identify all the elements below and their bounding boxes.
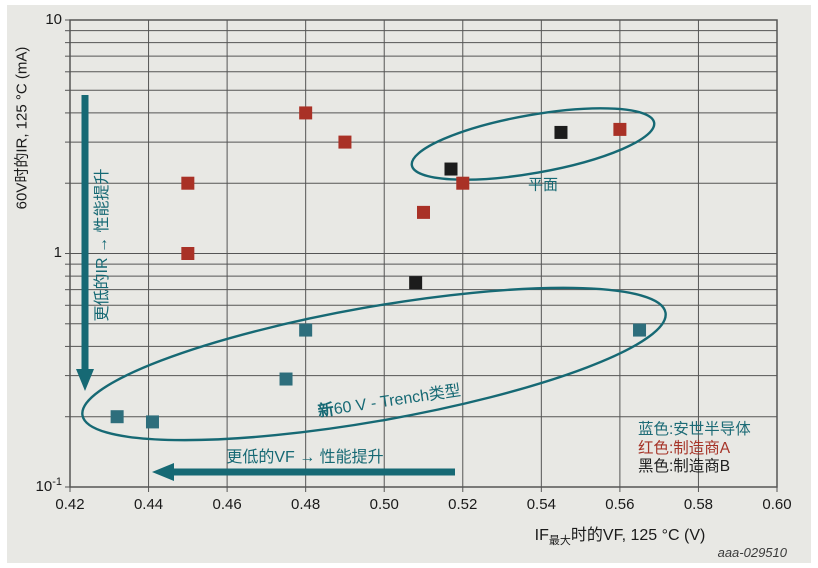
data-point-manufacturer-a (456, 176, 470, 190)
data-point-nexperia (633, 323, 647, 337)
x-axis-title-suffix: 时的VF, 125 °C (V) (570, 527, 706, 544)
data-point-nexperia (299, 323, 313, 337)
planar-ellipse (410, 107, 656, 181)
x-tick-label: 0.50 (369, 496, 399, 513)
ir-improvement-arrow-label: 更低的IR → 性能提升 (94, 168, 111, 322)
data-point-manufacturer-a (417, 205, 430, 219)
data-point-manufacturer-a (338, 135, 352, 149)
grid-lines (70, 20, 777, 487)
data-point-manufacturer-b (409, 276, 423, 290)
data-point-manufacturer-a (299, 106, 313, 120)
data-point-manufacturer-b (554, 125, 568, 139)
data-point-nexperia (110, 410, 124, 424)
x-tick-label: 0.56 (605, 496, 635, 513)
x-axis-title: IF最大时的VF, 125 °C (V) (535, 521, 706, 548)
legend: 蓝色:安世半导体 红色:制造商A 黑色:制造商B (638, 421, 751, 477)
x-tick-label: 0.58 (683, 496, 714, 513)
x-tick-label: 0.46 (212, 496, 242, 513)
data-point-manufacturer-a (181, 176, 195, 190)
trench-ellipse (81, 286, 667, 442)
planar-group-label: 平面 (527, 176, 559, 194)
data-point-manufacturer-b (444, 162, 458, 176)
x-axis-tick-labels: 0.42 0.44 0.46 0.48 0.50 0.52 0.54 0.56 0.58 0.60 (0, 496, 818, 516)
y-tick-label-1: 1 (53, 244, 62, 261)
x-axis-title-symbol: IF (534, 527, 549, 544)
y-tick-label-0.1: 10-1 (35, 476, 62, 495)
y-tick-label-10: 10 (45, 11, 62, 28)
legend-item-nexperia: 蓝色:安世半导体 (638, 421, 751, 438)
x-axis-title-subscript: 最大 (548, 535, 571, 548)
vf-improvement-arrow (152, 463, 455, 481)
vf-improvement-arrow-label: 更低的VF → 性能提升 (226, 449, 384, 466)
x-tick-label: 0.48 (291, 496, 321, 513)
axis-ticks (65, 19, 778, 492)
x-tick-label: 0.42 (55, 496, 85, 513)
data-point-manufacturer-a (181, 247, 195, 260)
x-tick-label: 0.44 (133, 496, 164, 513)
legend-item-manufacturer-a: 红色:制造商A (638, 439, 731, 457)
scatter-points (110, 106, 647, 429)
x-tick-label: 0.60 (762, 496, 792, 513)
legend-item-manufacturer-b: 黑色:制造商B (638, 458, 731, 475)
ir-improvement-arrow (76, 95, 94, 391)
x-tick-label: 0.52 (448, 496, 478, 513)
data-point-nexperia (279, 372, 293, 386)
data-point-nexperia (145, 415, 159, 429)
plot-frame (69, 19, 778, 488)
y-axis-title: 60V时的IR, 125 °C (mA) (13, 46, 31, 210)
figure-code: aaa-029510 (717, 545, 787, 560)
x-tick-label: 0.54 (526, 496, 556, 513)
data-point-manufacturer-a (613, 122, 627, 136)
